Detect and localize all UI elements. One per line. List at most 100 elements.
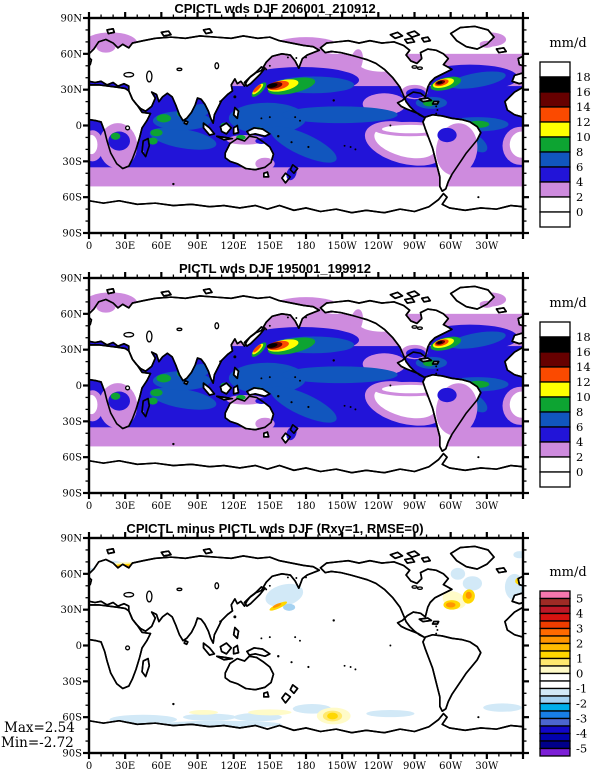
lon-tick-label: 0 <box>86 501 92 512</box>
lat-tick-label: 60N <box>61 569 83 580</box>
map-panel-1 <box>89 26 524 233</box>
lat-tick-label: 60S <box>62 193 82 204</box>
panel-1-title: CPICTL wds DJF 206001_210912 <box>174 1 376 16</box>
lat-tick-label: 30N <box>61 605 83 616</box>
colorbar-tick-label: -1 <box>576 682 587 696</box>
lat-tick-label: 90N <box>61 534 83 545</box>
lon-tick-label: 90E <box>187 761 207 772</box>
lat-tick-label: 30S <box>62 677 82 688</box>
map-frame-panel-2 <box>83 272 529 499</box>
lon-tick-label: 30E <box>115 501 135 512</box>
colorbar-tick-label: 16 <box>576 345 591 359</box>
colorbar-tick-label: -3 <box>576 712 587 726</box>
lat-tick-label: 90N <box>61 274 83 285</box>
lat-tick-label: 60S <box>62 713 82 724</box>
lon-tick-label: 30E <box>115 761 135 772</box>
lat-tick-label: 30S <box>62 157 82 168</box>
lat-tick-label: 60N <box>61 49 83 60</box>
lon-tick-label: 90E <box>187 501 207 512</box>
colorbar-tick-label: 0 <box>576 205 583 219</box>
lon-tick-label: 90W <box>403 501 427 512</box>
lat-tick-label: 0 <box>76 381 82 392</box>
lon-tick-label: 60E <box>151 501 171 512</box>
lon-tick-label: 30W <box>475 761 499 772</box>
panel-3-title: CPICTL minus PICTL wds DJF (Rxy=1, RMSE=… <box>126 521 424 536</box>
colorbar-tick-label: 10 <box>576 390 591 404</box>
lat-tick-label: 30N <box>61 85 83 96</box>
colorbar-units-label-3: mm/d <box>549 565 587 580</box>
colorbar-units-label-1: mm/d <box>549 36 587 51</box>
min-annotation: Min=-2.72 <box>1 735 74 751</box>
lon-tick-label: 150E <box>257 761 283 772</box>
colorbar-panel-1 <box>539 61 571 228</box>
lon-tick-label: 0 <box>86 761 92 772</box>
colorbar-tick-label: 2 <box>576 450 583 464</box>
lon-tick-label: 120W <box>364 761 394 772</box>
colorbar-tick-label: 2 <box>576 190 583 204</box>
lon-tick-label: 120W <box>364 501 394 512</box>
lon-tick-label: 180 <box>296 501 315 512</box>
lat-tick-label: 30N <box>61 345 83 356</box>
map-frame-panel-3 <box>83 532 529 759</box>
colorbar-tick-label: -2 <box>576 697 587 711</box>
lat-tick-label: 60N <box>61 309 83 320</box>
colorbar-tick-label: 18 <box>576 70 591 84</box>
colorbar-tick-label: 6 <box>576 420 583 434</box>
lon-tick-label: 120E <box>220 501 246 512</box>
colorbar-tick-label: 0 <box>576 465 583 479</box>
lon-tick-label: 120E <box>220 761 246 772</box>
lon-tick-label: 60E <box>151 241 171 252</box>
lon-tick-label: 150E <box>257 241 283 252</box>
colorbar-tick-label: 0 <box>576 667 583 681</box>
lon-tick-label: 90E <box>187 241 207 252</box>
colorbar-tick-label: 16 <box>576 85 591 99</box>
map-panel-3 <box>89 546 524 753</box>
colorbar-tick-label: 3 <box>576 622 583 636</box>
colorbar-tick-label: 6 <box>576 160 583 174</box>
colorbar-panel-3 <box>539 590 571 757</box>
lon-tick-label: 90W <box>403 761 427 772</box>
lon-tick-label: 150E <box>257 501 283 512</box>
lat-tick-label: 90S <box>62 229 82 240</box>
lon-tick-label: 30W <box>475 241 499 252</box>
colorbar-tick-label: -5 <box>576 742 587 756</box>
colorbar-tick-label: 8 <box>576 145 583 159</box>
colorbar-tick-label: 2 <box>576 637 583 651</box>
lon-tick-label: 120E <box>220 241 246 252</box>
colorbar-tick-label: 4 <box>576 435 583 449</box>
colorbar-tick-label: 8 <box>576 405 583 419</box>
lat-tick-label: 0 <box>76 121 82 132</box>
lat-tick-label: 30S <box>62 417 82 428</box>
panel-2-title: PICTL wds DJF 195001_199912 <box>179 261 371 276</box>
map-frame-panel-1 <box>83 12 529 239</box>
colorbar-tick-label: 1 <box>576 652 583 666</box>
lon-tick-label: 60W <box>439 241 463 252</box>
lon-tick-label: 30E <box>115 241 135 252</box>
colorbar-tick-label: 10 <box>576 130 591 144</box>
lat-tick-label: 90N <box>61 14 83 25</box>
lon-tick-label: 120W <box>364 241 394 252</box>
lat-tick-label: 90S <box>62 489 82 500</box>
lon-tick-label: 60W <box>439 761 463 772</box>
colorbar-tick-label: 14 <box>576 360 591 374</box>
lon-tick-label: 180 <box>296 241 315 252</box>
lon-tick-label: 150W <box>327 761 357 772</box>
lon-tick-label: 180 <box>296 761 315 772</box>
colorbar-tick-label: 18 <box>576 330 591 344</box>
max-annotation: Max=2.54 <box>4 720 75 736</box>
colorbar-panel-2 <box>539 321 571 488</box>
colorbar-tick-label: 4 <box>576 175 583 189</box>
lon-tick-label: 0 <box>86 241 92 252</box>
colorbar-tick-label: -4 <box>576 727 587 741</box>
map-panel-2 <box>89 286 524 493</box>
lon-tick-label: 150W <box>327 241 357 252</box>
lon-tick-label: 60E <box>151 761 171 772</box>
colorbar-tick-label: 12 <box>576 115 591 129</box>
lon-tick-label: 150W <box>327 501 357 512</box>
colorbar-tick-label: 14 <box>576 100 591 114</box>
colorbar-units-label-2: mm/d <box>549 296 587 311</box>
lon-tick-label: 60W <box>439 501 463 512</box>
lon-tick-label: 30W <box>475 501 499 512</box>
